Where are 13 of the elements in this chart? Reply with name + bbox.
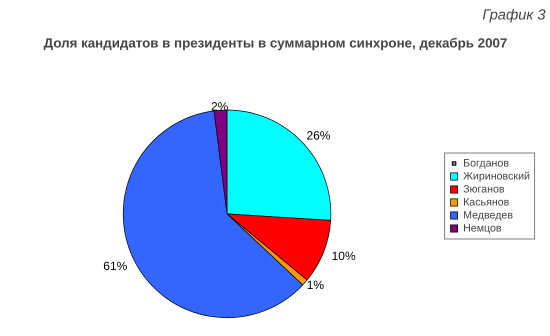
legend-label: Медведев [463, 209, 514, 221]
data-label: 2% [210, 99, 229, 114]
data-label: 26% [306, 128, 331, 142]
data-label: 10% [332, 249, 356, 264]
data-label: 61% [103, 258, 128, 273]
data-label: 1% [306, 278, 324, 292]
legend-label: Зюганов [463, 183, 505, 195]
legend-label: Немцов [463, 222, 502, 234]
legend-label: Богданов [463, 157, 510, 169]
legend-label: Касьянов [463, 196, 510, 208]
legend-label: Жириновский [463, 170, 530, 182]
text: График 3 [482, 8, 546, 24]
chart-title: Доля кандидатов в президенты в суммарном синхроне, декабрь 2007 [44, 36, 508, 50]
